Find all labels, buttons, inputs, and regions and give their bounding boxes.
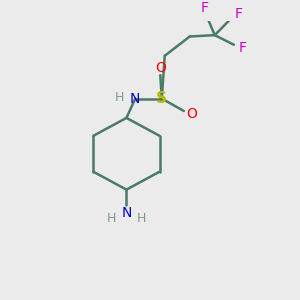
Text: N: N bbox=[130, 92, 140, 106]
Text: S: S bbox=[156, 91, 167, 106]
Text: H: H bbox=[107, 212, 116, 225]
Text: O: O bbox=[155, 61, 166, 75]
Text: F: F bbox=[200, 1, 208, 14]
Text: N: N bbox=[121, 206, 132, 220]
Text: F: F bbox=[234, 8, 242, 21]
Text: H: H bbox=[114, 91, 124, 104]
Text: H: H bbox=[136, 212, 146, 225]
Text: F: F bbox=[239, 40, 247, 55]
Text: O: O bbox=[186, 107, 197, 121]
